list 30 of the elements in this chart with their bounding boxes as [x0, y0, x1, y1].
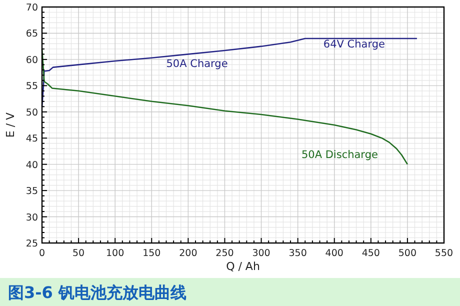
x-tick-label: 50	[72, 248, 85, 259]
y-tick-label: 25	[26, 238, 38, 250]
series-label: 50A Discharge	[301, 149, 378, 162]
x-tick-label: 200	[179, 248, 198, 259]
y-tick-label: 40	[26, 160, 38, 171]
x-tick-label: 300	[252, 248, 270, 259]
x-tick-label: 150	[142, 248, 161, 259]
series-label: 50A Charge	[166, 58, 228, 70]
caption: 图3-6 钒电池充放电曲线	[8, 283, 186, 302]
x-tick-label: 100	[106, 248, 124, 259]
x-tick-label: 0	[38, 248, 46, 259]
line-series	[41, 38, 418, 108]
x-tick-label: 550	[434, 248, 454, 259]
y-tick-label: 45	[26, 134, 38, 145]
x-tick-label: 500	[398, 248, 417, 259]
x-tick-label: 350	[288, 248, 307, 259]
x-axis-title: Q / Ah	[226, 260, 260, 273]
x-tick-label: 450	[362, 248, 380, 259]
y-tick-label: 70	[26, 2, 38, 14]
x-tick-label: 250	[216, 248, 234, 259]
y-tick-label: 55	[26, 81, 38, 92]
y-axis-title: E / V	[4, 112, 17, 138]
line-series	[41, 48, 408, 165]
y-tick-label: 60	[26, 54, 38, 66]
y-tick-label: 35	[26, 186, 38, 198]
y-tick-label: 30	[26, 212, 38, 224]
x-tick-label: 400	[325, 248, 344, 259]
y-tick-label: 50	[26, 107, 38, 118]
y-tick-label: 65	[26, 28, 38, 40]
annotation: 64V Charge	[323, 38, 385, 50]
